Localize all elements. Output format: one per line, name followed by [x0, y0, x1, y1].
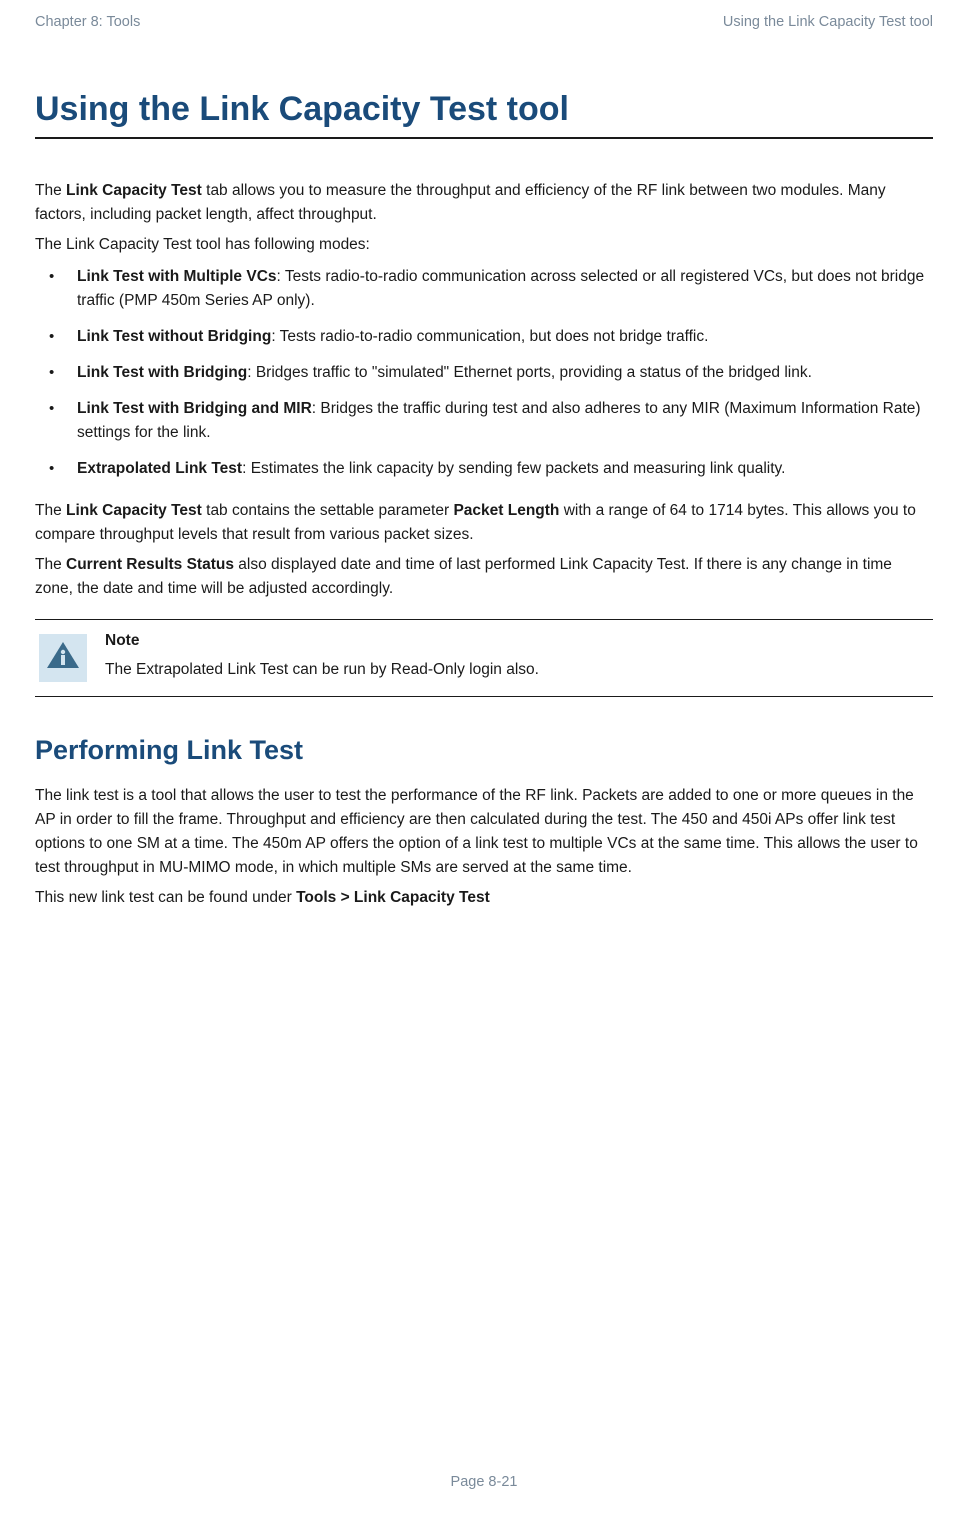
list-item: Link Test without Bridging: Tests radio-…: [35, 325, 933, 349]
results-status-paragraph: The Current Results Status also displaye…: [35, 553, 933, 601]
text: : Bridges traffic to "simulated" Etherne…: [247, 364, 812, 381]
section-title: Performing Link Test: [35, 735, 933, 766]
page-footer: Page 8-21: [0, 1474, 968, 1490]
text: The: [35, 182, 66, 199]
bold-text: Packet Length: [453, 502, 559, 519]
text: : Estimates the link capacity by sending…: [242, 460, 785, 477]
modes-list: Link Test with Multiple VCs : Tests radio…: [35, 265, 933, 481]
list-item: Link Test with Multiple VCs: Tests radio…: [35, 265, 933, 313]
bold-text: Link Capacity Test: [66, 182, 202, 199]
text: The: [35, 556, 66, 573]
bold-text: Tools > Link Capacity Test: [296, 889, 490, 906]
bold-text: Current Results Status: [66, 556, 234, 573]
list-item: Link Test with Bridging and MIR: Bridges…: [35, 397, 933, 445]
note-title: Note: [105, 632, 933, 650]
page-title: Using the Link Capacity Test tool: [35, 90, 933, 129]
bold-text: Extrapolated Link Test: [77, 460, 242, 477]
page-header: Chapter 8: Tools Using the Link Capacity…: [35, 14, 933, 30]
bold-text: Link Capacity Test: [66, 502, 202, 519]
bold-text: Link Test with Bridging: [77, 364, 247, 381]
text: The: [35, 502, 66, 519]
list-item: Link Test with Bridging: Bridges traffic…: [35, 361, 933, 385]
packet-length-paragraph: The Link Capacity Test tab contains the …: [35, 499, 933, 547]
text: tab contains the settable parameter: [202, 502, 454, 519]
note-box: Note The Extrapolated Link Test can be r…: [35, 619, 933, 697]
section2-paragraph-2: This new link test can be found under To…: [35, 886, 933, 910]
note-content: Note The Extrapolated Link Test can be r…: [105, 632, 933, 681]
bold-text: Link Test without Bridging: [77, 328, 271, 345]
section2-paragraph-1: The link test is a tool that allows the …: [35, 784, 933, 880]
text: This new link test can be found under: [35, 889, 296, 906]
title-underline: [35, 137, 933, 139]
header-right: Using the Link Capacity Test tool: [723, 14, 933, 30]
bold-text: Link Test with Multiple VCs: [77, 268, 277, 285]
list-item: Extrapolated Link Test: Estimates the li…: [35, 457, 933, 481]
text: : Tests radio-to-radio communication, bu…: [271, 328, 708, 345]
header-left: Chapter 8: Tools: [35, 14, 140, 30]
intro-paragraph-1: The Link Capacity Test tab allows you to…: [35, 179, 933, 227]
bold-text: Link Test with Bridging and MIR: [77, 400, 312, 417]
note-icon: [39, 634, 87, 682]
note-text: The Extrapolated Link Test can be run by…: [105, 658, 933, 681]
intro-paragraph-2: The Link Capacity Test tool has followin…: [35, 233, 933, 257]
